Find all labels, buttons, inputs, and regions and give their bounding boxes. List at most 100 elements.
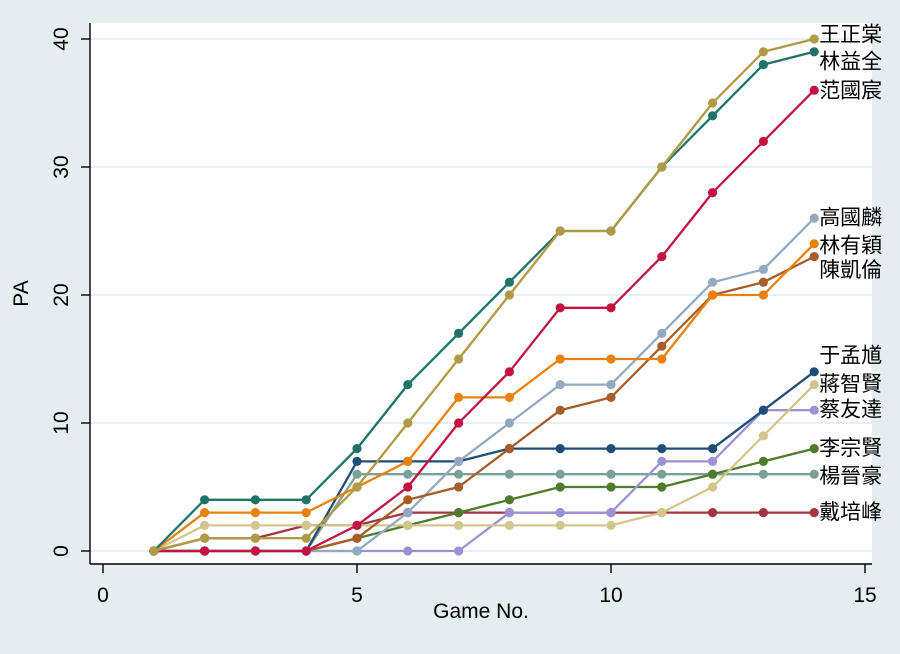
series-label-陳凱倫: 陳凱倫 [819, 259, 882, 282]
x-tick-label-0: 0 [97, 584, 109, 607]
series-marker-李宗賢 [657, 482, 667, 492]
series-marker-陳凱倫 [504, 444, 514, 454]
series-marker-林有穎 [250, 507, 260, 518]
series-marker-王正棠 [200, 533, 210, 543]
series-marker-林有穎 [301, 507, 311, 518]
series-marker-范國宸 [352, 520, 362, 531]
series-marker-蔡友達 [708, 456, 718, 466]
series-marker-陳凱倫 [403, 495, 413, 505]
series-marker-陳凱倫 [555, 405, 565, 415]
series-marker-楊晉豪 [504, 469, 514, 479]
series-marker-王正棠 [504, 290, 514, 300]
series-marker-于孟馗 [708, 444, 718, 454]
series-marker-高國麟 [657, 328, 667, 338]
series-marker-林益全 [200, 495, 210, 505]
series-marker-楊晉豪 [555, 469, 565, 479]
series-label-林有穎: 林有穎 [819, 235, 882, 258]
series-marker-林有穎 [200, 507, 210, 518]
series-label-高國麟: 高國麟 [819, 206, 882, 229]
series-label-于孟馗: 于孟馗 [819, 345, 882, 368]
series-marker-蔣智賢 [454, 520, 464, 531]
series-line-林益全 [152, 50, 815, 552]
series-marker-林有穎 [504, 392, 514, 402]
series-marker-于孟馗 [606, 444, 616, 454]
series-marker-高國麟 [454, 456, 464, 466]
series-marker-蔣智賢 [708, 482, 718, 492]
x-tick-label-15: 15 [853, 584, 876, 607]
series-label-楊晉豪: 楊晉豪 [819, 465, 882, 488]
series-marker-蔡友達 [657, 456, 667, 466]
series-marker-于孟馗 [352, 456, 362, 466]
series-marker-蔡友達 [606, 507, 616, 518]
series-marker-蔡友達 [555, 507, 565, 518]
series-marker-楊晉豪 [352, 469, 362, 479]
series-marker-王正棠 [301, 533, 311, 543]
y-axis-title: PA [10, 280, 33, 306]
series-marker-楊晉豪 [454, 469, 464, 479]
series-marker-王正棠 [708, 98, 718, 108]
series-marker-陳凱倫 [758, 277, 769, 287]
series-marker-戴培峰 [809, 507, 819, 518]
series-marker-林有穎 [657, 354, 667, 364]
series-marker-蔣智賢 [758, 431, 769, 441]
series-marker-范國宸 [758, 136, 769, 146]
series-marker-范國宸 [809, 85, 819, 95]
series-marker-王正棠 [454, 354, 464, 364]
series-marker-林有穎 [454, 392, 464, 402]
series-marker-范國宸 [657, 252, 667, 262]
series-marker-林益全 [352, 444, 362, 454]
series-marker-于孟馗 [809, 367, 819, 377]
series-marker-李宗賢 [555, 482, 565, 492]
series-marker-陳凱倫 [657, 341, 667, 351]
series-marker-李宗賢 [809, 444, 819, 454]
y-tick-label-30: 30 [50, 155, 73, 178]
series-marker-林有穎 [708, 290, 718, 300]
series-marker-高國麟 [809, 213, 819, 223]
series-label-范國宸: 范國宸 [819, 80, 882, 103]
series-marker-楊晉豪 [758, 469, 769, 479]
series-marker-林益全 [403, 380, 413, 390]
series-label-戴培峰: 戴培峰 [819, 501, 882, 524]
series-label-王正棠: 王正棠 [819, 23, 882, 46]
series-marker-于孟馗 [657, 444, 667, 454]
plot-area [90, 23, 872, 564]
series-marker-范國宸 [250, 546, 260, 556]
series-label-蔡友達: 蔡友達 [819, 398, 882, 421]
series-marker-王正棠 [758, 47, 769, 57]
y-tick-label-0: 0 [50, 545, 73, 557]
series-marker-林益全 [809, 47, 819, 57]
series-marker-蔡友達 [454, 546, 464, 556]
x-tick-label-5: 5 [351, 584, 363, 607]
series-label-蔣智賢: 蔣智賢 [819, 373, 882, 396]
series-marker-李宗賢 [504, 495, 514, 505]
x-tick-label-10: 10 [599, 584, 622, 607]
series-marker-林益全 [708, 111, 718, 121]
y-tick-label-10: 10 [50, 411, 73, 434]
series-marker-高國麟 [708, 277, 718, 287]
series-marker-林益全 [504, 277, 514, 287]
series-marker-蔡友達 [809, 405, 819, 415]
series-marker-王正棠 [809, 34, 819, 44]
series-marker-王正棠 [555, 226, 565, 236]
series-marker-高國麟 [758, 264, 769, 274]
series-marker-王正棠 [149, 546, 159, 556]
series-marker-蔣智賢 [504, 520, 514, 531]
series-marker-林有穎 [403, 456, 413, 466]
series-line-蔣智賢 [153, 383, 816, 553]
series-marker-范國宸 [555, 303, 565, 313]
series-marker-蔣智賢 [606, 520, 616, 531]
series-marker-林益全 [301, 495, 311, 505]
series-marker-王正棠 [403, 418, 413, 428]
series-marker-蔣智賢 [809, 380, 819, 390]
series-marker-林益全 [250, 495, 260, 505]
series-marker-蔡友達 [504, 507, 514, 518]
series-marker-林有穎 [809, 239, 819, 249]
series-marker-高國麟 [403, 507, 413, 518]
series-marker-蔣智賢 [200, 520, 210, 531]
series-marker-王正棠 [352, 482, 362, 492]
series-marker-林有穎 [555, 354, 565, 364]
series-marker-蔣智賢 [301, 520, 311, 531]
series-marker-陳凱倫 [606, 392, 616, 402]
